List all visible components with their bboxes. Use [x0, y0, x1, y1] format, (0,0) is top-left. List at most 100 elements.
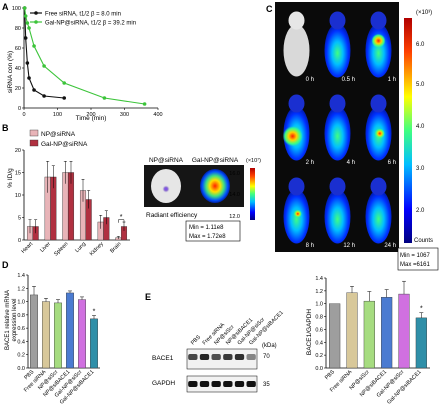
panel-a-point	[25, 21, 30, 25]
mouse-image-1h-hotspot	[371, 33, 386, 48]
mouse-image-0h-body	[283, 24, 310, 77]
panel-a-point	[32, 88, 36, 92]
panel-c-imaging-grid: 0 h 0.5 h 1 h 2 h 4 h 6 h 8 h 12 h 24 h	[275, 2, 399, 252]
panel-d-bar	[78, 299, 86, 369]
blot-kda-label: (kDa)	[262, 343, 277, 349]
panel-d-bar	[42, 301, 50, 369]
panel-a-line-chart: siRNA con (%) Time (min) Free siRNA, t1/…	[7, 6, 163, 122]
panel-letter-a: A	[2, 2, 9, 12]
panel-d-bar	[30, 294, 38, 369]
panel-c-colorbar-gradient	[404, 18, 412, 243]
panel-f-bar	[381, 297, 393, 369]
panel-a-point	[23, 14, 28, 18]
brain-scale-tick-16: 16.0	[229, 171, 240, 177]
panel-a-point	[25, 61, 30, 65]
panel-a-legend-gal: Gal-NP@siRNA, t1/2 β = 39.2 min	[45, 21, 136, 27]
panel-f-bar	[415, 317, 427, 369]
brain-label-np: NP@siRNA	[149, 157, 184, 164]
panel-f-xtick-label: Gal-NP@siBACE1	[386, 369, 423, 406]
panel-b-ytick-label: 0	[18, 238, 21, 244]
panel-b-ytick-label: 10	[15, 193, 21, 199]
panel-d-ytick-label: 0.8	[17, 313, 25, 319]
panel-d-ylabel-line2: expression level	[12, 298, 18, 341]
panel-letter-d: D	[2, 260, 9, 270]
panel-a-point	[27, 26, 31, 30]
panel-a-point	[42, 64, 46, 68]
blot-band-bace1	[234, 354, 245, 360]
panel-c-tick-4: 4.0	[416, 124, 425, 130]
panel-c-scale-unit: (×10³)	[416, 10, 432, 16]
brain-label-gal: Gal-NP@siRNA	[192, 157, 239, 164]
mouse-image-12h-body	[324, 189, 351, 244]
panel-a-xtick-label: 400	[153, 112, 162, 118]
panel-c-colorbar: (×10³) 6.0 5.0 4.0 3.0 2.0 Counts Min = …	[397, 10, 439, 271]
mouse-image-2h-head	[288, 94, 305, 113]
mouse-time-label: 8 h	[306, 243, 314, 249]
panel-a-point	[27, 76, 31, 80]
mouse-image-1h-head	[370, 11, 387, 30]
mouse-time-label: 12 h	[343, 243, 355, 249]
panel-b-xtick-label: Kidney	[89, 241, 105, 257]
panel-c-tick-6: 6.0	[416, 42, 425, 48]
brain-minmax-box	[185, 220, 241, 242]
panel-d-bar-chart: BACE1 relative mRNA expression level 0.0…	[5, 273, 100, 406]
panel-b-xtick-label: Liver	[39, 241, 52, 254]
blot-marker-70: 70	[263, 354, 270, 360]
panel-d-ytick-label: 0.0	[17, 366, 25, 372]
blot-bace1-membrane	[186, 348, 258, 370]
brain-caption: Radiant efficiency	[146, 212, 198, 219]
panel-e-western-blot: (kDa) BACE1 GAPDH 70 35 PBS Free siRNANP@…	[152, 310, 285, 393]
mouse-time-label: 0.5 h	[342, 77, 355, 83]
legend-swatch-np	[29, 129, 39, 137]
blot-band-bace1	[223, 354, 233, 360]
blot-band-gapdh	[199, 381, 210, 387]
panel-d-bar	[66, 292, 74, 369]
panel-b-xtick-label: Brain	[109, 241, 122, 254]
blot-band-gapdh	[246, 381, 256, 387]
mouse-image-0h-head	[288, 11, 305, 30]
panel-b-sig-bracket	[118, 219, 125, 223]
panel-a-xtick-label: 0	[22, 112, 25, 118]
mouse-image-24h-body	[365, 189, 392, 244]
panel-a-xlabel: Time (min)	[76, 115, 107, 122]
panel-f-ytick-label: 1.0	[315, 302, 323, 308]
blot-band-bace1	[199, 354, 210, 360]
blot-band-bace1	[211, 354, 221, 360]
panel-a-point	[142, 102, 147, 106]
mouse-image-4h-body	[324, 106, 351, 161]
brain-max: Max = 1.72e8	[189, 234, 226, 240]
panel-a-legend: Free siRNA, t1/2 β = 8.0 min Gal-NP@siRN…	[30, 11, 136, 27]
mouse-time-label: 2 h	[306, 160, 314, 166]
mouse-image-24h-head	[370, 177, 387, 196]
panel-f-sig-star: *	[420, 306, 423, 313]
panel-b-xtick-label: Heart	[20, 241, 34, 255]
mouse-image-05h-body	[324, 23, 351, 78]
mouse-time-label: 6 h	[388, 160, 396, 166]
mouse-image-1h-body	[365, 23, 392, 78]
panel-f-ytick-label: 0.8	[315, 315, 323, 321]
mouse-image-12h-head	[329, 177, 346, 196]
brain-colorbar	[250, 168, 255, 220]
blot-band-bace1	[246, 354, 256, 360]
panel-f-ytick-label: 1.4	[315, 276, 323, 282]
blot-band-gapdh	[211, 381, 221, 387]
blot-marker-35: 35	[263, 382, 270, 388]
panel-c-min: Min = 1067	[400, 253, 431, 259]
panel-a-ytick-label: 60	[15, 46, 21, 52]
mouse-time-label: 1 h	[388, 77, 396, 83]
panel-a-point	[22, 6, 27, 10]
mouse-time-label: 0 h	[306, 77, 314, 83]
mouse-image-6h-head	[370, 94, 387, 113]
panel-d-ytick-label: 1.0	[17, 300, 25, 306]
panel-c-tick-3: 3.0	[416, 166, 425, 172]
panel-a-ytick-label: 80	[15, 26, 21, 32]
panel-d-bar	[54, 302, 62, 369]
panel-a-point	[62, 81, 66, 85]
panel-a-ylabel: siRNA con (%)	[7, 51, 14, 93]
blot-band-gapdh	[223, 381, 233, 387]
panel-b-xtick-label: Spleen	[53, 241, 69, 257]
panel-f-bar	[346, 292, 358, 369]
brain-np-signal	[162, 185, 170, 193]
panel-b-brain-images: NP@siRNA Gal-NP@siRNA (×10⁷) 16.0 14.0 1…	[144, 157, 261, 242]
